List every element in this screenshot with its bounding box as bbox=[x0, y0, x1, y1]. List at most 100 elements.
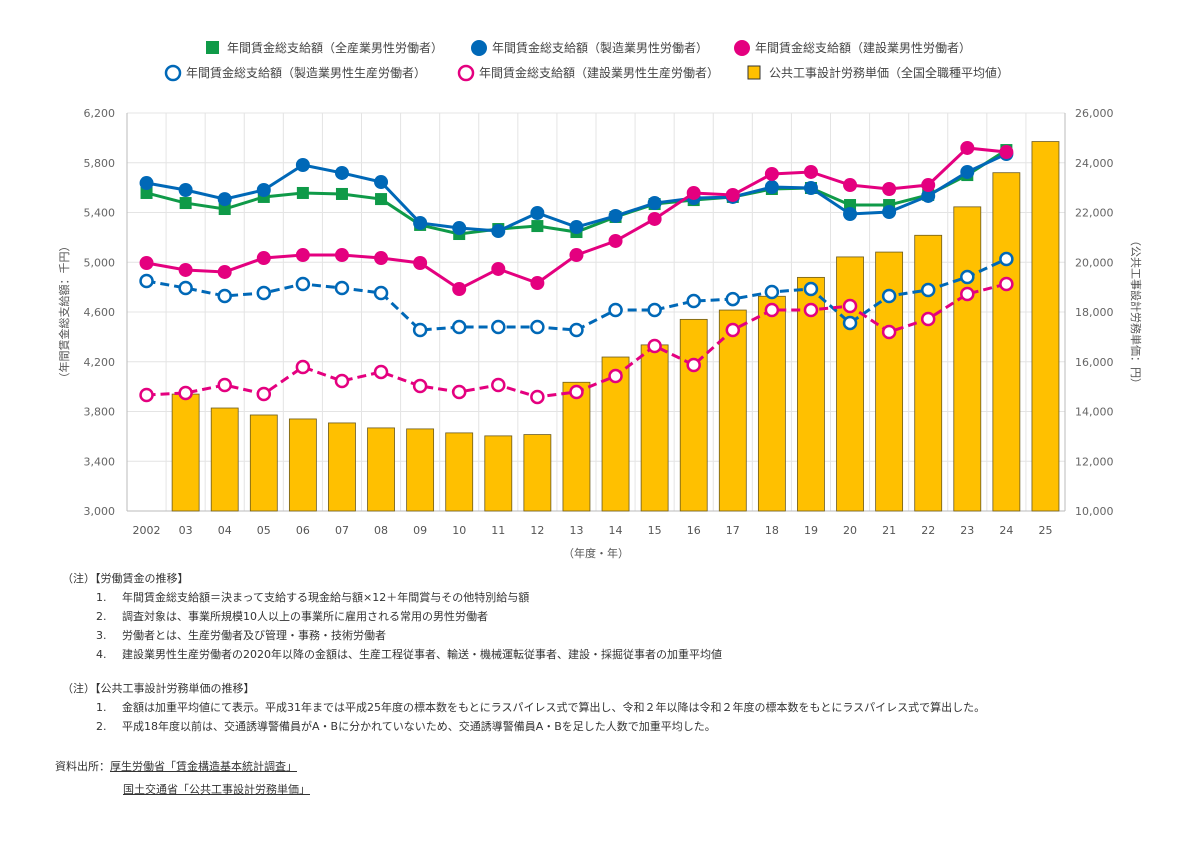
data-point-open-circle bbox=[725, 291, 741, 307]
data-point-open-circle bbox=[920, 282, 936, 298]
note-item: 4. 建設業男性生産労働者の2020年以降の金額は、生産工程従事者、輸送・機械運転… bbox=[62, 645, 722, 664]
bar bbox=[367, 427, 395, 512]
x-tick-label: 14 bbox=[609, 524, 623, 537]
data-point-open-circle bbox=[334, 280, 350, 296]
x-tick-label: 04 bbox=[218, 524, 232, 537]
data-point-circle bbox=[803, 180, 818, 195]
chart: 3,000 10,000 3,400 12,000 3,800 14,000 4,200 16… bbox=[57, 40, 1143, 560]
data-point-open-circle bbox=[725, 322, 741, 338]
data-point-open-circle bbox=[881, 288, 897, 304]
data-point-circle bbox=[139, 255, 154, 270]
data-point-circle bbox=[413, 255, 428, 270]
bar bbox=[249, 414, 278, 512]
x-tick-label: 03 bbox=[179, 524, 193, 537]
y-right-tick-label: 26,000 bbox=[1075, 107, 1114, 120]
data-point-circle bbox=[256, 182, 271, 197]
data-point-circle bbox=[217, 192, 232, 207]
data-point-circle bbox=[491, 261, 506, 276]
data-point-square bbox=[218, 203, 231, 216]
legend-square-marker-icon bbox=[206, 41, 219, 54]
data-point-open-circle bbox=[491, 319, 506, 335]
data-point-open-circle bbox=[217, 377, 232, 393]
bar bbox=[640, 344, 669, 512]
data-point-square bbox=[375, 193, 388, 206]
data-point-open-circle bbox=[530, 389, 545, 405]
x-tick-label: 17 bbox=[726, 524, 740, 537]
x-tick-label: 05 bbox=[257, 524, 271, 537]
x-tick-label: 13 bbox=[569, 524, 583, 537]
y-left-tick-label: 3,400 bbox=[84, 455, 116, 468]
x-tick-label: 16 bbox=[687, 524, 701, 537]
data-point-open-circle bbox=[881, 324, 897, 340]
data-point-circle bbox=[374, 175, 389, 190]
data-point-circle bbox=[178, 182, 193, 197]
note-num: 2. bbox=[96, 720, 107, 733]
data-point-square bbox=[531, 220, 544, 233]
data-point-open-circle bbox=[451, 319, 467, 335]
data-point-open-circle bbox=[295, 276, 311, 292]
data-point-circle bbox=[764, 166, 779, 181]
data-point-open-circle bbox=[686, 293, 701, 309]
legend-item: 公共工事設計労務単価（全国全職種平均値） bbox=[747, 65, 1009, 80]
source-link-mlit[interactable]: 国土交通省「公共工事設計労務単価」 bbox=[123, 783, 310, 796]
data-point-open-circle bbox=[920, 311, 936, 327]
bar bbox=[171, 393, 200, 512]
y-left-tick-label: 3,800 bbox=[84, 406, 116, 419]
data-point-open-circle bbox=[647, 302, 662, 318]
data-point-circle bbox=[217, 264, 232, 279]
x-tick-label: 19 bbox=[804, 524, 818, 537]
note-text: 金額は加重平均値にて表示。平成31年までは平成25年度の標本数をもとにラスパイレ… bbox=[122, 701, 986, 714]
data-point-open-circle bbox=[334, 373, 350, 389]
note-num: 1. bbox=[96, 701, 107, 714]
y-left-tick-label: 4,200 bbox=[84, 356, 116, 369]
data-point-circle bbox=[843, 178, 858, 193]
legend-item: 年間賃金総支給額（建設業男性生産労働者） bbox=[457, 64, 719, 82]
bar bbox=[210, 407, 239, 512]
data-point-circle bbox=[843, 206, 858, 221]
data-point-open-circle bbox=[178, 280, 193, 296]
data-point-circle bbox=[139, 176, 154, 191]
bar bbox=[992, 172, 1021, 512]
bar bbox=[523, 434, 552, 512]
wage-notes-heading: （注）【労働賃金の推移】 bbox=[62, 572, 189, 585]
bar bbox=[757, 295, 786, 512]
data-point-open-circle bbox=[842, 315, 858, 331]
data-point-open-circle bbox=[295, 359, 311, 375]
data-point-open-circle bbox=[139, 273, 154, 289]
y-right-tick-label: 12,000 bbox=[1075, 455, 1114, 468]
x-tick-label: 07 bbox=[335, 524, 349, 537]
data-point-open-circle bbox=[373, 285, 389, 301]
data-point-circle bbox=[803, 164, 818, 179]
data-point-circle bbox=[882, 205, 897, 220]
note-item: 2. 平成18年度以前は、交通誘導警備員がA・Bに分かれていないため、交通誘導警備… bbox=[62, 717, 985, 736]
y-left-tick-label: 5,400 bbox=[84, 207, 116, 220]
note-num: 2. bbox=[96, 610, 107, 623]
data-point-open-circle bbox=[960, 269, 975, 285]
data-point-open-circle bbox=[764, 302, 780, 318]
legend-label: 年間賃金総支給額（建設業男性労働者） bbox=[755, 40, 971, 55]
legend-label: 年間賃金総支給額（製造業男性生産労働者） bbox=[186, 65, 426, 80]
data-point-circle bbox=[921, 178, 936, 193]
x-tick-label: 21 bbox=[882, 524, 896, 537]
data-point-open-circle bbox=[569, 322, 584, 338]
y-right-tick-label: 14,000 bbox=[1075, 406, 1114, 419]
data-point-circle bbox=[295, 248, 310, 263]
data-point-open-circle bbox=[960, 286, 975, 302]
note-item: 1. 年間賃金総支給額＝決まって支給する現金給与額×12＋年間賞与その他特別給与額 bbox=[62, 588, 722, 607]
data-point-circle bbox=[764, 180, 779, 195]
data-point-square bbox=[335, 187, 348, 200]
note-num: 4. bbox=[96, 648, 107, 661]
data-point-circle bbox=[452, 221, 467, 236]
data-point-circle bbox=[608, 233, 623, 248]
legend-item: 年間賃金総支給額（製造業男性労働者） bbox=[471, 40, 708, 56]
data-point-open-circle bbox=[412, 378, 428, 394]
source-link-mhlw[interactable]: 厚生労働省「賃金構造基本統計調査」 bbox=[110, 760, 297, 773]
data-point-open-circle bbox=[412, 322, 428, 338]
bar bbox=[484, 435, 513, 512]
price-notes-heading: （注）【公共工事設計労務単価の推移】 bbox=[62, 682, 255, 695]
data-point-open-circle bbox=[491, 377, 506, 393]
bar bbox=[679, 318, 708, 512]
note-text: 労働者とは、生産労働者及び管理・事務・技術労働者 bbox=[122, 629, 386, 642]
data-point-circle bbox=[256, 251, 271, 266]
